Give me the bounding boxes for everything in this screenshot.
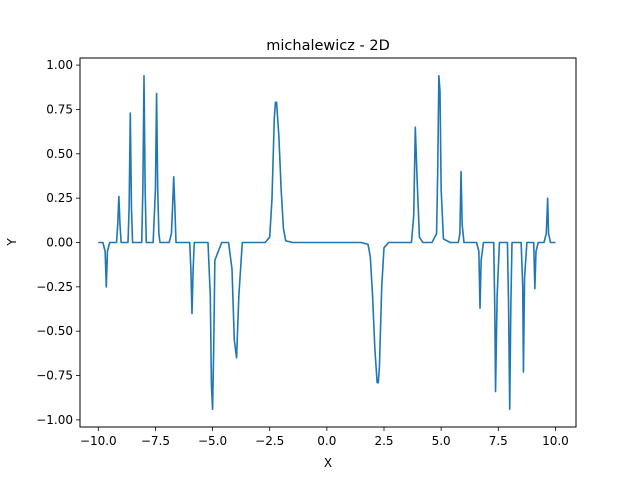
y-tick-label: −1.00 [36, 413, 73, 427]
chart-title: michalewicz - 2D [266, 38, 389, 54]
x-tick-label: 0.0 [317, 434, 336, 448]
series-layer [98, 74, 556, 411]
y-tick-label: −0.25 [36, 280, 73, 294]
x-axis-label: X [324, 456, 332, 470]
x-tick-label: 5.0 [432, 434, 451, 448]
x-tick-label: −2.5 [255, 434, 284, 448]
y-axis-label: Y [5, 238, 19, 247]
x-tick-label: 2.5 [374, 434, 393, 448]
y-tick-label: 0.50 [46, 147, 73, 161]
y-tick-label: 0.00 [46, 236, 73, 250]
y-tick-label: 0.75 [46, 102, 73, 116]
x-tick-label: 10.0 [542, 434, 569, 448]
y-tick-label: −0.75 [36, 369, 73, 383]
x-tick-label: −5.0 [198, 434, 227, 448]
y-tick-label: 0.25 [46, 191, 73, 205]
y-tick-label: −0.50 [36, 324, 73, 338]
x-tick-label: 7.5 [489, 434, 508, 448]
y-axis-ticks: −1.00 −0.75 −0.50 −0.25 0.00 0.25 0.50 0.75 1.00 [36, 58, 80, 427]
x-axis-ticks: −10.0 −7.5 −5.0 −2.5 0.0 2.5 5.0 7.5 10.0 [80, 427, 569, 448]
series-line [98, 74, 556, 411]
y-tick-label: 1.00 [46, 58, 73, 72]
x-tick-label: −7.5 [141, 434, 170, 448]
x-tick-label: −10.0 [80, 434, 117, 448]
plot-area [98, 74, 556, 411]
